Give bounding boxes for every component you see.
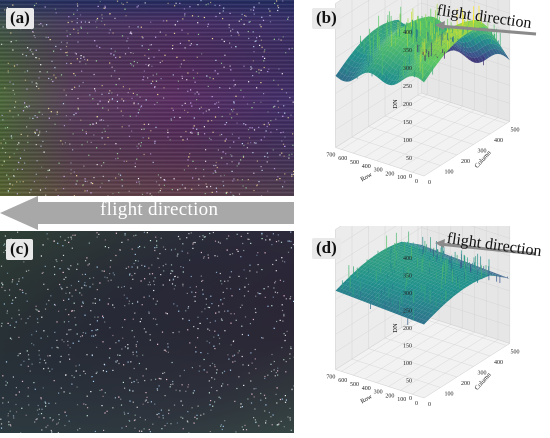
svg-text:500: 500 (350, 160, 359, 166)
svg-text:350: 350 (403, 274, 412, 280)
svg-text:400: 400 (362, 164, 371, 170)
svg-text:200: 200 (385, 171, 394, 177)
panel-b-label: (b) (312, 8, 341, 29)
svg-text:200: 200 (403, 326, 412, 332)
svg-text:250: 250 (403, 309, 412, 315)
svg-text:300: 300 (374, 168, 383, 174)
svg-text:400: 400 (403, 30, 412, 36)
svg-text:400: 400 (403, 256, 412, 262)
svg-text:50: 50 (406, 379, 412, 385)
svg-text:400: 400 (494, 360, 503, 366)
svg-text:100: 100 (445, 170, 454, 176)
svg-text:400: 400 (362, 386, 371, 392)
svg-text:200: 200 (385, 393, 394, 399)
svg-text:300: 300 (403, 291, 412, 297)
svg-text:100: 100 (445, 392, 454, 398)
panel-d-label: (d) (312, 238, 341, 259)
svg-text:0: 0 (409, 396, 412, 402)
svg-text:0: 0 (415, 179, 418, 185)
panel-c-raster (0, 231, 294, 433)
panel-b-surface-plot: 400350300250200150100500DN70060050040030… (296, 0, 550, 212)
svg-text:300: 300 (403, 66, 412, 72)
svg-text:0: 0 (428, 402, 431, 408)
svg-text:100: 100 (403, 361, 412, 367)
panel-a-label: (a) (6, 8, 34, 29)
svg-text:0: 0 (409, 174, 412, 180)
svg-text:200: 200 (461, 381, 470, 387)
svg-text:100: 100 (403, 138, 412, 144)
svg-text:500: 500 (511, 350, 520, 356)
svg-text:350: 350 (403, 48, 412, 54)
svg-text:100: 100 (397, 397, 406, 403)
svg-text:700: 700 (326, 374, 335, 380)
svg-text:200: 200 (461, 159, 470, 165)
panel-a-raster (0, 0, 294, 196)
svg-text:200: 200 (403, 102, 412, 108)
svg-text:400: 400 (494, 138, 503, 144)
svg-text:0: 0 (428, 180, 431, 186)
svg-text:500: 500 (511, 128, 520, 134)
svg-text:600: 600 (338, 156, 347, 162)
flight-direction-label: flight direction (100, 199, 218, 221)
svg-text:100: 100 (397, 175, 406, 181)
svg-text:150: 150 (403, 120, 412, 126)
panel-c-label: (c) (6, 239, 33, 260)
svg-text:DN: DN (392, 323, 399, 333)
svg-text:0: 0 (415, 401, 418, 407)
panel-a-image: (a) (0, 0, 294, 196)
svg-text:150: 150 (403, 344, 412, 350)
panel-c-image: (c) (0, 231, 294, 433)
svg-text:Row: Row (359, 171, 373, 183)
svg-text:50: 50 (406, 156, 412, 162)
svg-text:Row: Row (359, 393, 373, 405)
svg-text:700: 700 (326, 152, 335, 158)
svg-text:500: 500 (350, 382, 359, 388)
svg-text:DN: DN (392, 99, 399, 109)
svg-text:300: 300 (374, 390, 383, 396)
svg-text:250: 250 (403, 84, 412, 90)
svg-text:600: 600 (338, 378, 347, 384)
